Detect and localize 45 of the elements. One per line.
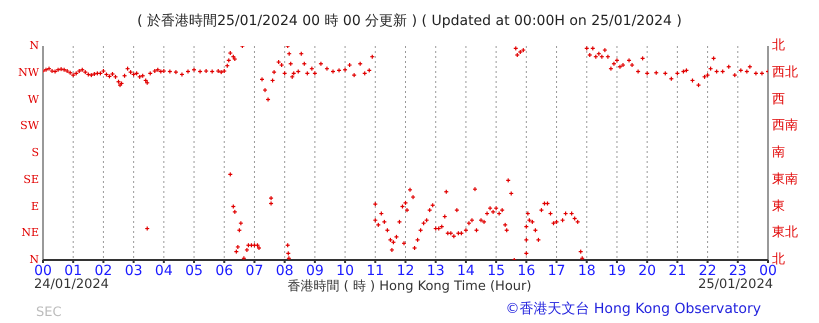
x-tick-label: 15: [487, 262, 506, 279]
x-tick-label: 21: [668, 262, 686, 279]
text: 24/01/2024: [34, 277, 109, 292]
text: 東北: [772, 225, 798, 242]
x-tick-label: 23: [728, 262, 747, 279]
x-tick-label: 06: [215, 262, 234, 279]
x-axis-title: 香港時間 ( 時 ) Hong Kong Time (Hour): [288, 279, 532, 294]
text: N: [29, 38, 39, 54]
x-tick-label: 04: [154, 262, 173, 279]
text: 南: [772, 145, 785, 161]
text: 西北: [772, 64, 798, 81]
x-tick-label: 02: [94, 262, 112, 279]
x-tick-label: 05: [185, 262, 203, 279]
x-tick-label: 08: [276, 262, 294, 279]
x-tick-label: 10: [336, 262, 354, 279]
text: E: [30, 198, 39, 214]
x-tick-label: 09: [306, 262, 324, 279]
text: NE: [21, 225, 39, 242]
text: S: [31, 145, 39, 161]
text: W: [28, 92, 39, 108]
x-tick-label: 01: [64, 262, 82, 279]
text: SW: [20, 118, 39, 134]
text: ©香港天文台 Hong Kong Observatory: [505, 300, 761, 318]
x-tick-label: 03: [124, 262, 143, 279]
text: 北: [772, 38, 785, 54]
x-tick-label: 18: [578, 262, 596, 279]
x-tick-label: 07: [246, 262, 264, 279]
x-tick-label: 13: [426, 262, 445, 279]
x-tick-label: 20: [638, 262, 656, 279]
text: 西: [772, 92, 785, 108]
x-tick-label: 17: [548, 262, 566, 279]
text: 25/01/2024: [698, 277, 773, 292]
x-tick-label: 12: [396, 262, 414, 279]
text: 西南: [772, 118, 798, 134]
x-tick-label: 22: [698, 262, 716, 279]
text: NW: [18, 64, 39, 81]
chart-title: ( 於香港時間25/01/2024 00 時 00 分更新 ) ( Updated at 00:00H on 25/01/2024 ): [136, 12, 683, 30]
text: SEC: [36, 305, 62, 320]
x-tick-label: 16: [517, 262, 536, 279]
x-tick-label: 19: [608, 262, 626, 279]
x-tick-label: 11: [366, 262, 384, 279]
text: 東: [772, 198, 785, 214]
text: 東南: [772, 172, 798, 188]
text: SE: [23, 172, 39, 188]
x-tick-label: 14: [457, 262, 475, 279]
